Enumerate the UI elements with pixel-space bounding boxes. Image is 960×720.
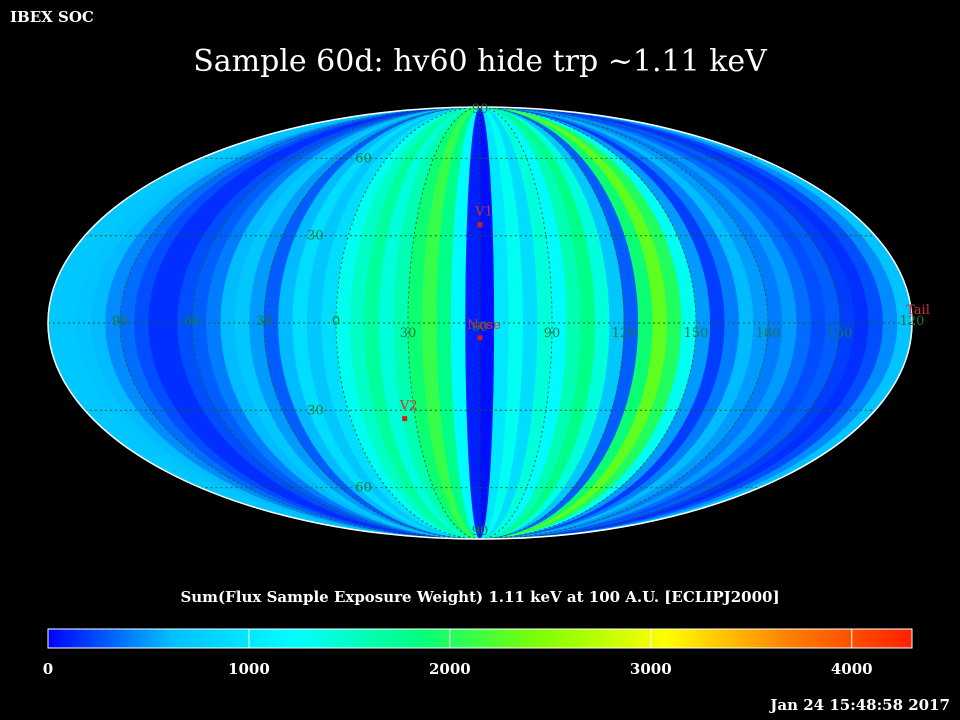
longitude-label: 120 (900, 314, 925, 329)
meridian-line (479, 107, 553, 539)
colorbar-tick-label: 4000 (831, 660, 873, 678)
grid-labels: 60 30 0 30 60 90 120 150 180 150 120 90 90 60 30 30 60 90 (112, 102, 925, 539)
latitude-label: 60 (355, 151, 372, 166)
marker-dot (477, 222, 483, 228)
colorbar-tick-label: 2000 (429, 660, 471, 678)
marker-dot (477, 335, 483, 341)
heatmap-strips (48, 107, 912, 539)
longitude-label: 150 (684, 326, 709, 341)
longitude-label: 180 (756, 326, 781, 341)
longitude-label: 90 (112, 314, 129, 329)
map-outline (47, 106, 913, 540)
timestamp: Jan 24 15:48:58 2017 (770, 696, 950, 714)
longitude-label: 150 (828, 326, 853, 341)
longitude-label: 30 (400, 326, 417, 341)
colorbar-tick-label: 3000 (630, 660, 672, 678)
longitude-label: 90 (544, 326, 561, 341)
app-corner-label: IBEX SOC (10, 8, 94, 26)
latitude-label: 30 (307, 403, 324, 418)
meridian-line (407, 107, 481, 539)
longitude-label: 30 (256, 314, 273, 329)
marker-label: Nose (467, 318, 501, 333)
marker-label: V2 (399, 399, 418, 414)
meridian-line (263, 107, 481, 539)
marker-dot (402, 416, 408, 422)
longitude-label: 0 (332, 314, 340, 329)
colorbar-tick-label: 0 (43, 660, 53, 678)
marker-label: Tail (906, 303, 930, 318)
latitude-label: 30 (307, 229, 324, 244)
latitude-label: 90 (472, 102, 489, 117)
map-markers: V1 Nose V2 Tail (399, 205, 930, 422)
colorbar-label: Sum(Flux Sample Exposure Weight) 1.11 ke… (180, 588, 779, 606)
marker-label: V1 (474, 205, 493, 220)
chart-title: Sample 60d: hv60 hide trp ~1.11 keV (193, 44, 767, 79)
colorbar-gradient (47, 628, 913, 649)
longitude-label: 120 (612, 326, 637, 341)
colorbar-tick-label: 1000 (228, 660, 270, 678)
longitude-label: 60 (184, 314, 201, 329)
latitude-label: 90 (472, 524, 489, 539)
colorbar: 0 1000 2000 3000 4000 (43, 628, 913, 678)
latitude-label: 60 (355, 481, 372, 496)
longitude-label: 60 (472, 320, 489, 335)
meridian-line (479, 107, 841, 539)
meridian-line (479, 107, 697, 539)
meridian-line (191, 107, 481, 539)
